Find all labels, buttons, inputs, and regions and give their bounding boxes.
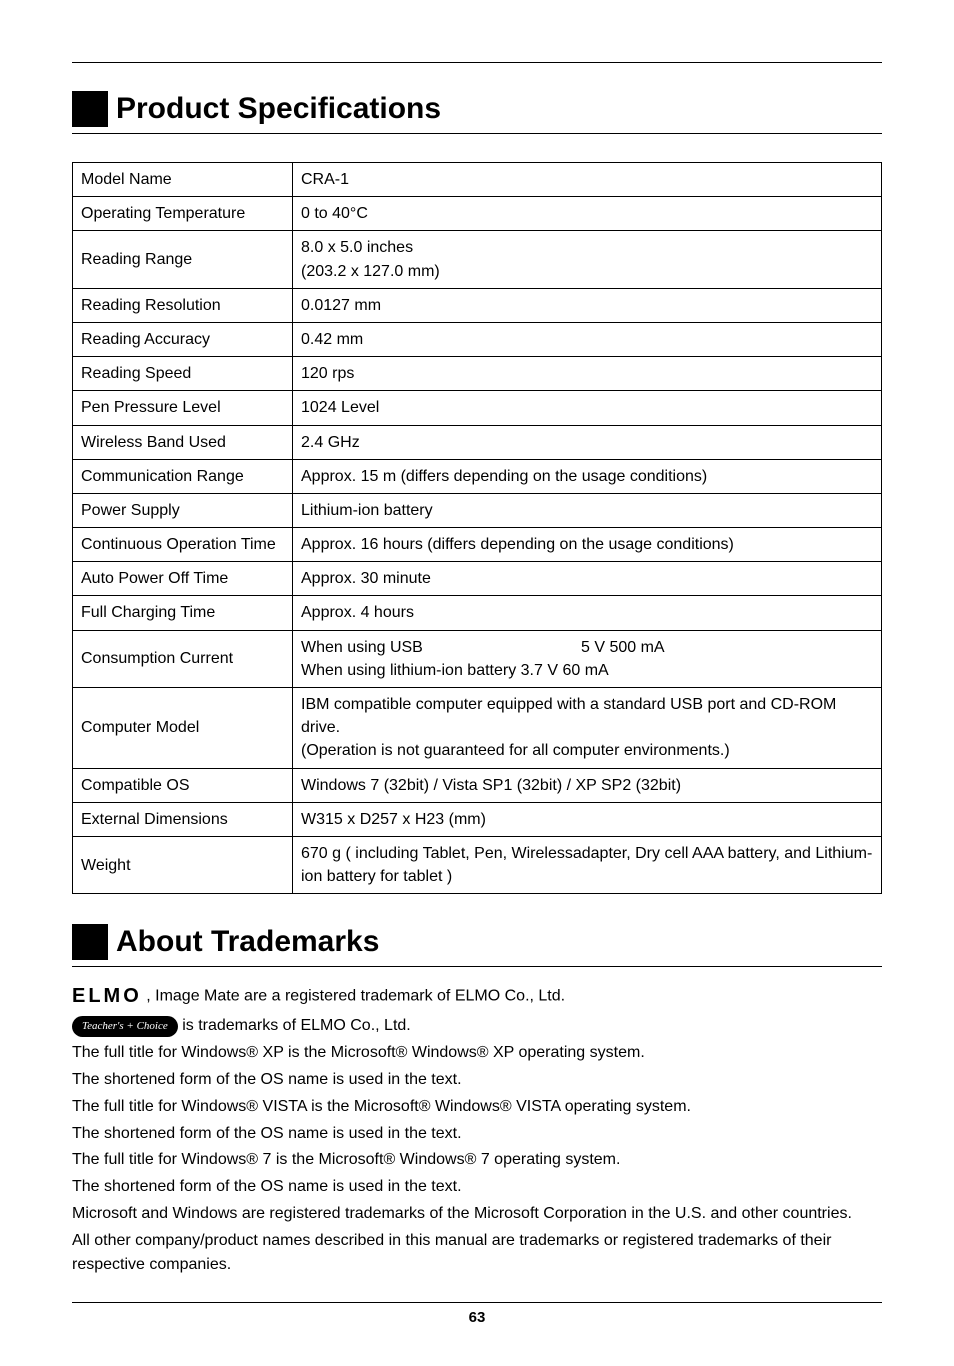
spec-label: Communication Range <box>73 459 293 493</box>
spec-value: 0 to 40°C <box>293 197 882 231</box>
spec-label: Reading Speed <box>73 357 293 391</box>
spec-value: 2.4 GHz <box>293 425 882 459</box>
spec-label: Operating Temperature <box>73 197 293 231</box>
spec-label: Compatible OS <box>73 768 293 802</box>
spec-value: When using USB 5 V 500 mA When using lit… <box>293 630 882 687</box>
spec-label: Weight <box>73 836 293 893</box>
consumption-usb-left: When using USB <box>301 636 581 659</box>
table-row: Power SupplyLithium-ion battery <box>73 493 882 527</box>
table-row: Reading Range8.0 x 5.0 inches(203.2 x 12… <box>73 231 882 288</box>
section-header-trademarks: About Trademarks <box>72 924 882 967</box>
spec-value: Approx. 30 minute <box>293 562 882 596</box>
table-row: External DimensionsW315 x D257 x H23 (mm… <box>73 802 882 836</box>
table-row: Wireless Band Used2.4 GHz <box>73 425 882 459</box>
spec-title: Product Specifications <box>116 92 441 126</box>
trademark-line: The shortened form of the OS name is use… <box>72 1068 882 1093</box>
trademark-line: The full title for Windows® VISTA is the… <box>72 1095 882 1120</box>
elmo-logo-icon: ELMO <box>72 981 142 1012</box>
table-row: Communication RangeApprox. 15 m (differs… <box>73 459 882 493</box>
spec-label: Pen Pressure Level <box>73 391 293 425</box>
spec-value: 120 rps <box>293 357 882 391</box>
top-rule <box>72 62 882 63</box>
trademark-line: The full title for Windows® XP is the Mi… <box>72 1041 882 1066</box>
trademark-line: All other company/product names describe… <box>72 1229 882 1279</box>
spec-value: CRA-1 <box>293 163 882 197</box>
trademark-line: The shortened form of the OS name is use… <box>72 1175 882 1200</box>
spec-value: Approx. 16 hours (differs depending on t… <box>293 528 882 562</box>
spec-table: Model NameCRA-1Operating Temperature0 to… <box>72 162 882 894</box>
elmo-line: , Image Mate are a registered trademark … <box>146 988 565 1005</box>
section-marker-icon <box>72 91 108 127</box>
table-row: Consumption Current When using USB 5 V 5… <box>73 630 882 687</box>
spec-label: Computer Model <box>73 688 293 769</box>
table-row: Computer Model IBM compatible computer e… <box>73 688 882 769</box>
table-row: Full Charging TimeApprox. 4 hours <box>73 596 882 630</box>
spec-value: Approx. 4 hours <box>293 596 882 630</box>
consumption-li: When using lithium-ion battery 3.7 V 60 … <box>301 659 873 682</box>
spec-label: Wireless Band Used <box>73 425 293 459</box>
spec-value: 0.42 mm <box>293 322 882 356</box>
spec-label: Full Charging Time <box>73 596 293 630</box>
table-row: Reading Speed120 rps <box>73 357 882 391</box>
table-row: Pen Pressure Level1024 Level <box>73 391 882 425</box>
teachers-choice-line: is trademarks of ELMO Co., Ltd. <box>182 1017 411 1034</box>
page-footer: 63 <box>72 1302 882 1326</box>
spec-value: W315 x D257 x H23 (mm) <box>293 802 882 836</box>
table-row: Reading Accuracy0.42 mm <box>73 322 882 356</box>
spec-value: Lithium-ion battery <box>293 493 882 527</box>
trademark-line: The shortened form of the OS name is use… <box>72 1122 882 1147</box>
teachers-choice-badge-icon: Teacher's + Choice <box>72 1016 178 1037</box>
spec-value: 670 g ( including Tablet, Pen, Wirelessa… <box>293 836 882 893</box>
spec-label: Reading Range <box>73 231 293 288</box>
trademarks-title: About Trademarks <box>116 925 379 959</box>
trademarks-body: ELMO , Image Mate are a registered trade… <box>72 981 882 1278</box>
spec-value: Approx. 15 m (differs depending on the u… <box>293 459 882 493</box>
table-row: Operating Temperature0 to 40°C <box>73 197 882 231</box>
spec-label: Auto Power Off Time <box>73 562 293 596</box>
spec-label: Continuous Operation Time <box>73 528 293 562</box>
table-row: Weight670 g ( including Tablet, Pen, Wir… <box>73 836 882 893</box>
table-row: Auto Power Off TimeApprox. 30 minute <box>73 562 882 596</box>
table-row: Model NameCRA-1 <box>73 163 882 197</box>
table-row: Reading Resolution0.0127 mm <box>73 288 882 322</box>
spec-value: 8.0 x 5.0 inches(203.2 x 127.0 mm) <box>293 231 882 288</box>
spec-label: Power Supply <box>73 493 293 527</box>
trademark-line: The full title for Windows® 7 is the Mic… <box>72 1148 882 1173</box>
spec-value: 0.0127 mm <box>293 288 882 322</box>
spec-label: Model Name <box>73 163 293 197</box>
consumption-usb-right: 5 V 500 mA <box>581 636 665 659</box>
spec-label: Reading Resolution <box>73 288 293 322</box>
spec-value: IBM compatible computer equipped with a … <box>293 688 882 769</box>
spec-label: Reading Accuracy <box>73 322 293 356</box>
section-header-spec: Product Specifications <box>72 91 882 134</box>
page-number: 63 <box>469 1309 486 1326</box>
table-row: Compatible OSWindows 7 (32bit) / Vista S… <box>73 768 882 802</box>
spec-value: 1024 Level <box>293 391 882 425</box>
section-marker-icon <box>72 924 108 960</box>
table-row: Continuous Operation TimeApprox. 16 hour… <box>73 528 882 562</box>
spec-label: Consumption Current <box>73 630 293 687</box>
spec-label: External Dimensions <box>73 802 293 836</box>
trademark-line: Microsoft and Windows are registered tra… <box>72 1202 882 1227</box>
spec-value: Windows 7 (32bit) / Vista SP1 (32bit) / … <box>293 768 882 802</box>
